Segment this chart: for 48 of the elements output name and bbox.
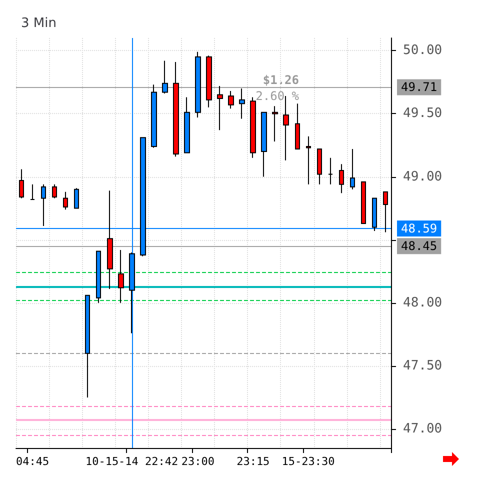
x-tick-label: 23:00: [181, 455, 215, 468]
candlestick: [173, 61, 179, 158]
candlestick: [74, 188, 79, 209]
y-tick-label: 49.50: [403, 106, 442, 122]
chart-title: 3 Min: [21, 16, 56, 31]
x-tick-label: 15-23:30: [282, 455, 335, 468]
candlestick: [272, 106, 278, 142]
candlestick: [339, 164, 344, 194]
candlestick: [41, 184, 46, 226]
candlestick: [383, 191, 388, 233]
candlestick: [228, 90, 234, 110]
candlestick: [195, 51, 201, 118]
candlestick: [52, 184, 57, 199]
candlestick: [96, 250, 101, 304]
candlestick: [239, 88, 245, 120]
candlestick: [151, 84, 157, 148]
y-tick-label: 48.00: [403, 295, 442, 310]
x-tick-label: 10-15-14 22:42: [85, 455, 178, 468]
y-tick-label: 50.00: [403, 43, 442, 58]
ref-line-label: 49.71: [401, 80, 438, 94]
candlestick: [350, 148, 355, 190]
candlestick: [317, 148, 322, 185]
candlestick: [261, 112, 267, 178]
candlestick: [30, 184, 35, 200]
candlestick: [328, 157, 333, 185]
candlestick: [295, 103, 300, 150]
y-tick-label: 47.50: [403, 358, 442, 374]
x-tick-label: 04:45: [16, 455, 50, 468]
candlestick: [19, 168, 24, 199]
candlestick: [184, 96, 190, 154]
candlestick: [283, 96, 289, 161]
candlestick: [118, 249, 124, 304]
candlestick: [85, 294, 90, 398]
ref-line-label: 48.59: [401, 221, 438, 236]
annotation: 2.60 %: [256, 89, 300, 103]
annotation: $1.26: [262, 73, 299, 87]
candlestick: [107, 190, 113, 290]
candlestick: [306, 136, 311, 185]
candlestick: [250, 96, 256, 158]
candlestick: [162, 60, 168, 94]
candlestick: [217, 85, 223, 131]
y-tick-label: 49.00: [403, 169, 442, 184]
candlestick: [206, 55, 212, 108]
y-tick-label: 47.00: [403, 422, 442, 437]
candlestick: [361, 181, 366, 224]
ref-line-label: 48.45: [401, 239, 438, 254]
x-tick-label: 23:15: [236, 455, 270, 468]
candlestick: [63, 191, 68, 210]
